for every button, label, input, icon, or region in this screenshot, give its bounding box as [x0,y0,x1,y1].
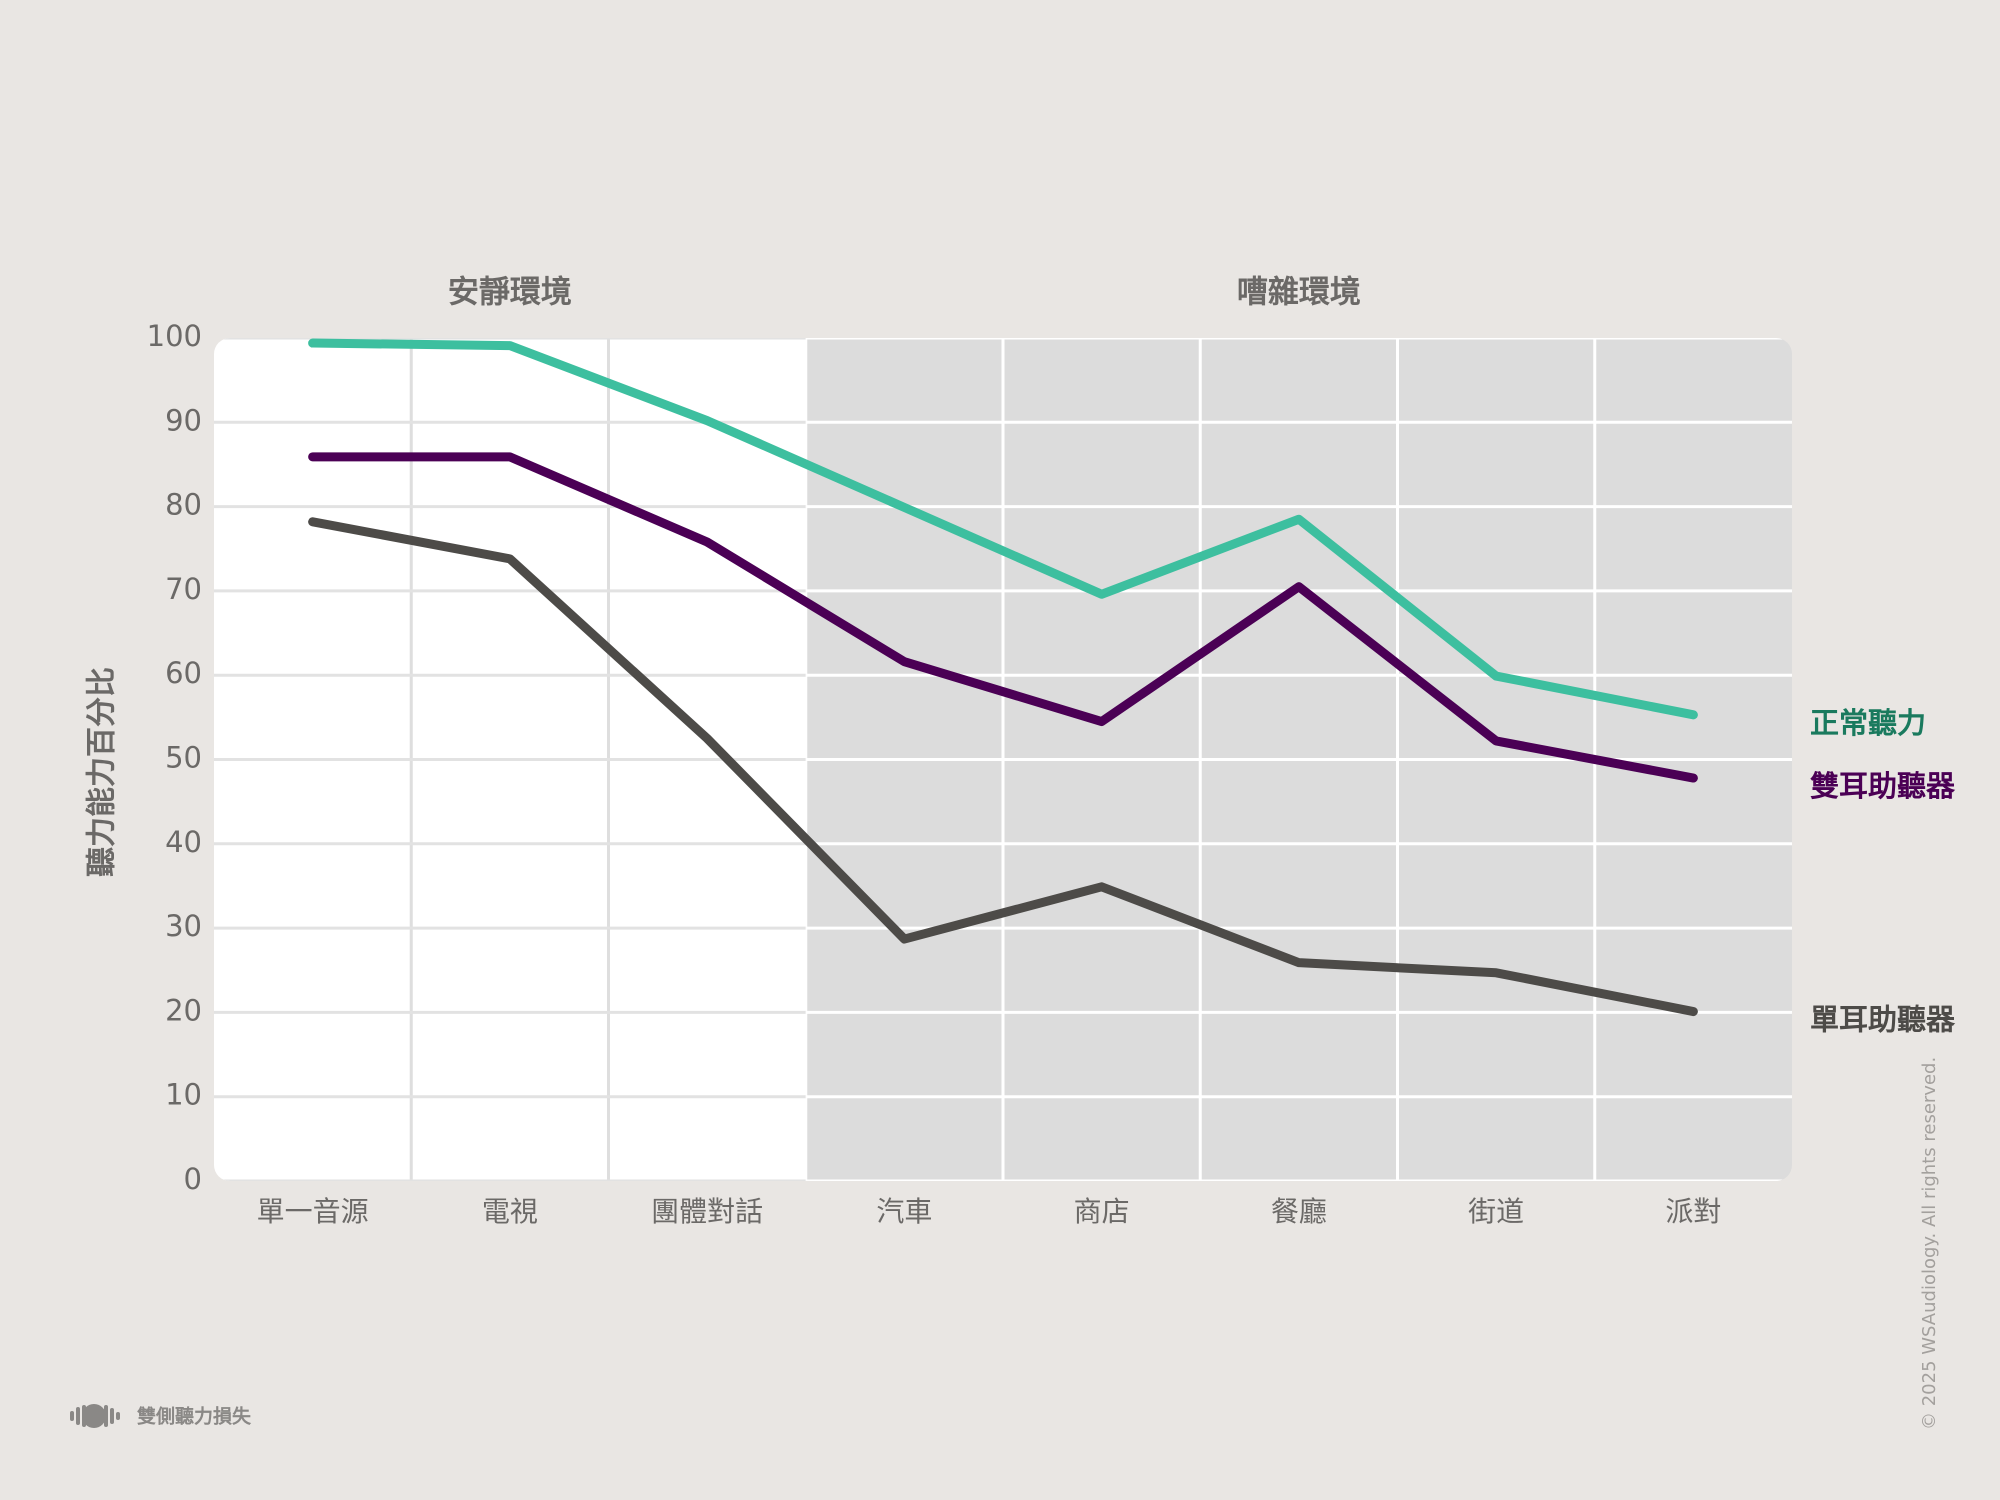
x-tick-label: 派對 [1665,1195,1721,1228]
region-label: 安靜環境 [448,275,572,311]
y-tick-label: 30 [165,909,202,943]
x-tick-label: 街道 [1468,1195,1524,1228]
y-tick-label: 90 [165,403,202,437]
region-label: 嘈雜環境 [1237,275,1361,311]
series-line [308,338,1698,720]
y-tick-label: 70 [165,572,202,606]
y-tick-label: 80 [165,488,202,522]
footer-label: 雙側聽力損失 [137,1405,252,1428]
series-line [308,517,1698,1017]
y-tick-label: 40 [165,825,202,859]
y-tick-label: 20 [165,993,202,1027]
x-tick-label: 團體對話 [651,1195,763,1228]
y-tick-label: 0 [184,1162,202,1196]
series-label: 雙耳助聽器 [1810,769,1956,803]
x-tick-label: 餐廳 [1271,1195,1327,1228]
series-label: 單耳助聽器 [1810,1003,1956,1037]
x-tick-label: 汽車 [876,1195,932,1228]
copyright: © 2025 WSAudiology. All rights reserved. [1919,1057,1940,1430]
series-line [308,452,1698,783]
plot-area [214,338,1792,1181]
y-axis-title: 聽力能力百分比 [85,667,120,877]
y-tick-label: 10 [165,1078,202,1112]
y-tick-label: 50 [165,741,202,775]
x-tick-label: 電視 [482,1195,538,1228]
y-tick-label: 100 [147,319,202,353]
footer-icon [70,1404,120,1428]
y-tick-label: 60 [165,656,202,690]
x-tick-label: 商店 [1074,1195,1130,1228]
x-tick-label: 單一音源 [257,1195,369,1228]
series-label: 正常聽力 [1810,706,1926,740]
